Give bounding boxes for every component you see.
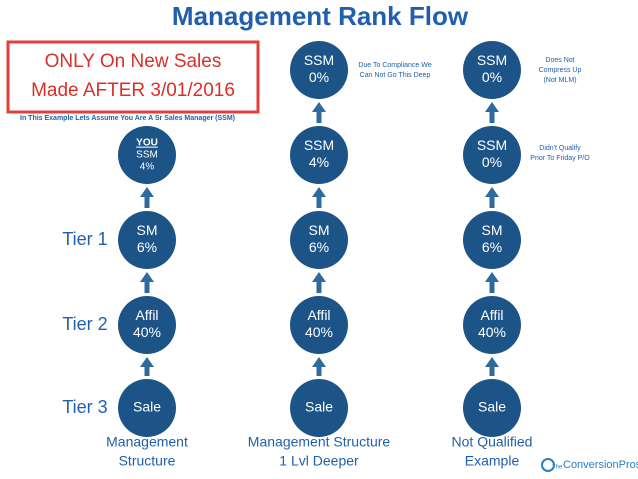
notice-box bbox=[6, 40, 260, 114]
column-caption: Example bbox=[465, 453, 520, 469]
assumption: In This Example Lets Assume You Are A Sr… bbox=[20, 115, 235, 122]
node-label: SM bbox=[482, 222, 503, 238]
node-label: SSM bbox=[304, 52, 334, 68]
column-caption: 1 Lvl Deeper bbox=[279, 453, 359, 469]
node-label: 4% bbox=[309, 154, 329, 170]
notice-line: Made AFTER 3/01/2016 bbox=[31, 80, 235, 101]
node-label: SSM bbox=[136, 150, 158, 161]
arrow-head bbox=[312, 272, 326, 282]
tier-label: Tier 3 bbox=[62, 397, 107, 417]
note: Prior To Friday P/O bbox=[530, 155, 590, 162]
node-label: Sale bbox=[478, 399, 506, 415]
arrow-head bbox=[312, 357, 326, 367]
node-label: SSM bbox=[304, 137, 334, 153]
node bbox=[290, 126, 348, 184]
node-label: SSM bbox=[477, 52, 507, 68]
tier-label: Tier 1 bbox=[62, 229, 107, 249]
node-label: 6% bbox=[309, 239, 329, 255]
column-caption: Structure bbox=[119, 453, 176, 469]
node-label: 40% bbox=[133, 324, 161, 340]
column-caption: Management Structure bbox=[248, 434, 391, 450]
logo-icon bbox=[541, 458, 555, 472]
node bbox=[463, 41, 521, 99]
arrow-head bbox=[140, 187, 154, 197]
arrow-head bbox=[140, 357, 154, 367]
tier-label: Tier 2 bbox=[62, 314, 107, 334]
note: (Not MLM) bbox=[543, 77, 576, 84]
node bbox=[290, 296, 348, 354]
arrow-head bbox=[485, 357, 499, 367]
node bbox=[463, 211, 521, 269]
node-label: Affil bbox=[307, 307, 330, 323]
arrow-head bbox=[485, 102, 499, 112]
node-label: Affil bbox=[480, 307, 503, 323]
arrow-head bbox=[485, 272, 499, 282]
column-caption: Not Qualified bbox=[452, 434, 533, 450]
node-label: YOU bbox=[136, 138, 158, 149]
node-label: SM bbox=[309, 222, 330, 238]
node bbox=[290, 211, 348, 269]
logo-name: ConversionPros bbox=[563, 459, 638, 471]
logo-small: The bbox=[552, 465, 563, 471]
node-label: 40% bbox=[478, 324, 506, 340]
node-label: 4% bbox=[140, 162, 155, 173]
note: Does Not bbox=[545, 57, 574, 64]
node bbox=[463, 126, 521, 184]
node bbox=[463, 379, 521, 437]
notice-line: ONLY On New Sales bbox=[45, 51, 222, 72]
column-caption: Management bbox=[106, 434, 188, 450]
node-label: Sale bbox=[305, 399, 333, 415]
note: Didn't Qualify bbox=[539, 145, 581, 152]
node-label: 40% bbox=[305, 324, 333, 340]
node bbox=[118, 126, 176, 184]
node-label: Sale bbox=[133, 399, 161, 415]
node-label: 0% bbox=[309, 69, 329, 85]
node bbox=[290, 41, 348, 99]
arrow-head bbox=[312, 187, 326, 197]
note: Compress Up bbox=[539, 67, 582, 74]
note: Due To Compliance We bbox=[358, 62, 431, 69]
node bbox=[290, 379, 348, 437]
node bbox=[463, 296, 521, 354]
node-label: 6% bbox=[482, 239, 502, 255]
note: Can Not Go This Deep bbox=[360, 72, 431, 79]
node bbox=[118, 211, 176, 269]
node-label: 0% bbox=[482, 69, 502, 85]
arrow-head bbox=[485, 187, 499, 197]
title: Management Rank Flow bbox=[172, 1, 469, 31]
node-label: 6% bbox=[137, 239, 157, 255]
node bbox=[118, 296, 176, 354]
node bbox=[118, 379, 176, 437]
node-label: Affil bbox=[135, 307, 158, 323]
arrow-head bbox=[140, 272, 154, 282]
arrow-head bbox=[312, 102, 326, 112]
node-label: SM bbox=[137, 222, 158, 238]
node-label: 0% bbox=[482, 154, 502, 170]
node-label: SSM bbox=[477, 137, 507, 153]
